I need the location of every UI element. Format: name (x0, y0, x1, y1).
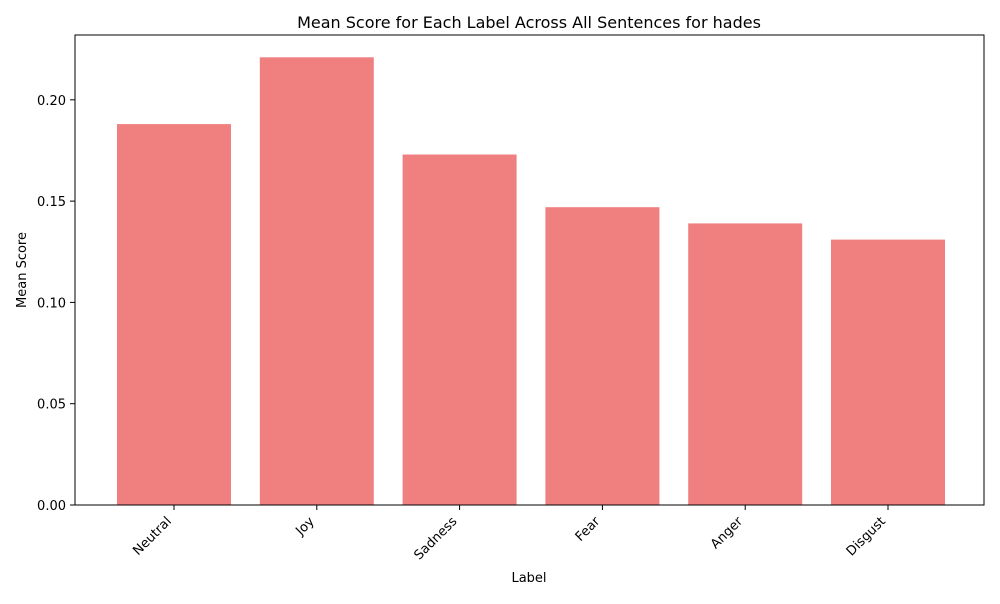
x-tick-label: Sadness (411, 514, 460, 563)
y-tick-label: 0.15 (37, 195, 66, 210)
bar-sadness (402, 154, 517, 505)
bar-joy (259, 57, 374, 506)
x-tick-label: Joy (293, 514, 318, 539)
y-tick-label: 0.20 (37, 94, 66, 109)
x-tick-label: Neutral (130, 514, 175, 559)
bar-neutral (117, 124, 231, 505)
bar-disgust (831, 239, 945, 505)
x-tick-label: Disgust (844, 514, 889, 559)
bar-anger (688, 223, 803, 505)
bars-layer (117, 57, 945, 506)
bar-fear (545, 207, 660, 505)
y-tick-label: 0.00 (37, 499, 66, 514)
y-tick-label: 0.10 (37, 296, 66, 311)
plot-frame (74, 34, 985, 506)
x-tick-label: Fear (573, 514, 604, 545)
y-tick-label: 0.05 (37, 398, 66, 413)
x-tick-label: Anger (708, 514, 746, 552)
x-axis-label: Label (511, 571, 546, 586)
chart-title: Mean Score for Each Label Across All Sen… (297, 13, 761, 32)
y-axis: 0.00 0.05 0.10 0.15 0.20 (37, 94, 75, 514)
x-axis: Neutral Joy Sadness Fear Anger Disgust (130, 505, 889, 563)
y-axis-label: Mean Score (15, 232, 30, 308)
